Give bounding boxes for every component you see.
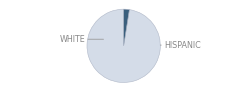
Text: HISPANIC: HISPANIC [160,41,201,50]
Wedge shape [87,9,160,82]
Text: WHITE: WHITE [60,35,103,44]
Wedge shape [124,9,129,46]
